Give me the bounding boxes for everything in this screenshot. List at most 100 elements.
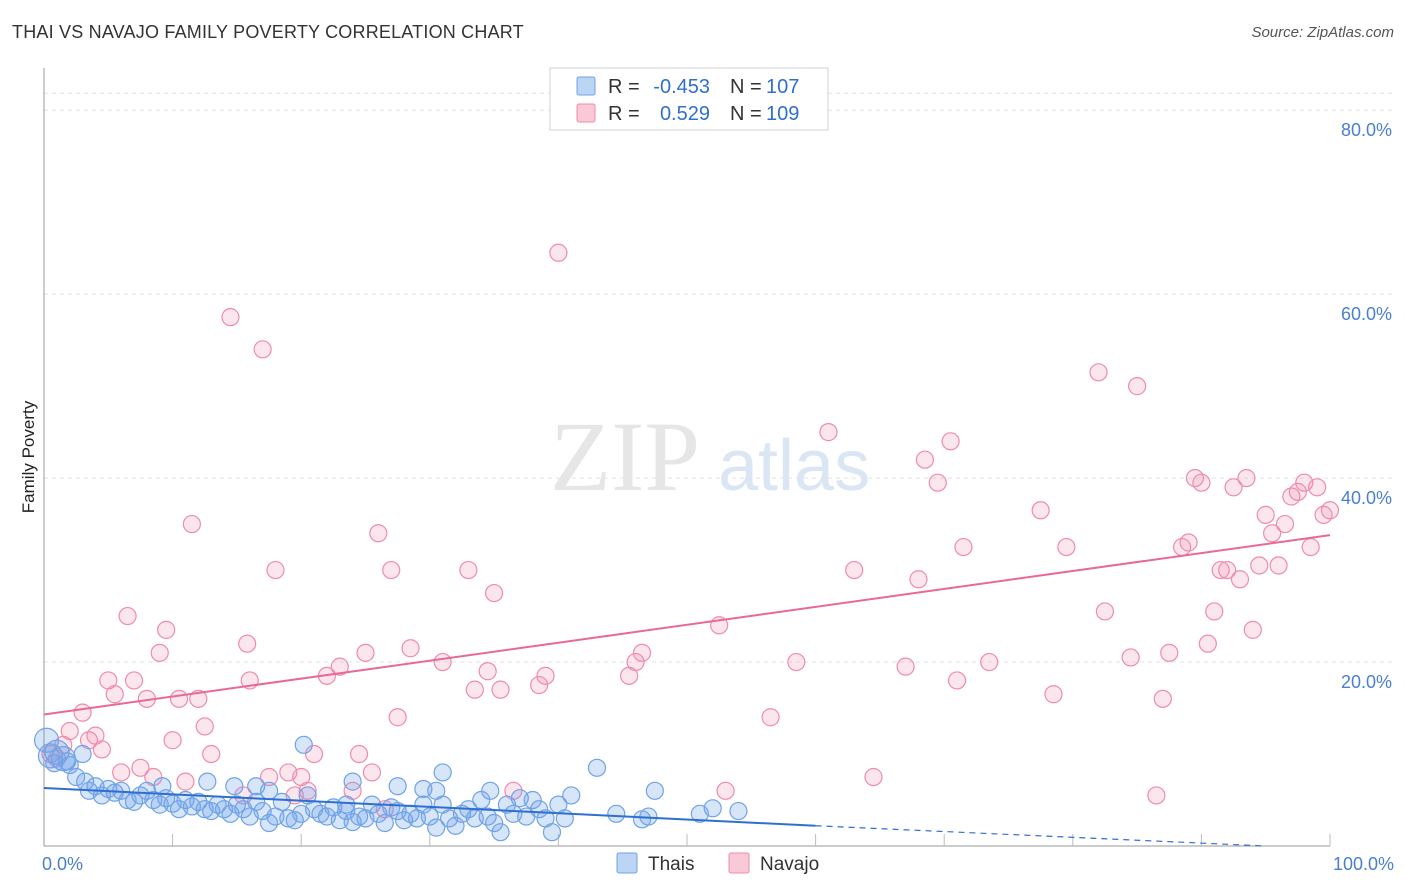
navajo-point bbox=[1237, 468, 1256, 488]
thais-point bbox=[523, 790, 542, 810]
thais-point bbox=[45, 754, 64, 773]
bottom-legend-label-navajo: Navajo bbox=[760, 854, 819, 875]
navajo-point bbox=[896, 657, 915, 676]
navajo-point bbox=[131, 758, 150, 777]
navajo-point bbox=[112, 763, 131, 782]
thais-point bbox=[542, 823, 562, 842]
navajo-point bbox=[433, 652, 452, 672]
navajo-point bbox=[716, 781, 735, 800]
navajo-point bbox=[864, 767, 883, 787]
navajo-point bbox=[105, 685, 124, 704]
thais-points bbox=[33, 727, 748, 842]
navajo-point bbox=[941, 432, 960, 451]
chart-title: THAI VS NAVAJO FAMILY POVERTY CORRELATIO… bbox=[12, 22, 524, 42]
thais-point bbox=[225, 777, 244, 796]
navajo-point bbox=[549, 243, 568, 262]
navajo-point bbox=[330, 657, 349, 676]
navajo-point bbox=[189, 689, 208, 708]
navajo-point bbox=[60, 721, 79, 741]
navajo-point bbox=[1044, 685, 1063, 704]
navajo-point bbox=[1147, 786, 1166, 805]
legend-n-value-navajo: 109 bbox=[766, 103, 799, 125]
navajo-point bbox=[1121, 648, 1140, 667]
thais-point bbox=[343, 772, 362, 791]
navajo-point bbox=[202, 744, 221, 764]
thais-point bbox=[427, 818, 446, 837]
navajo-point bbox=[1160, 643, 1179, 662]
navajo-point bbox=[1089, 363, 1108, 382]
navajo-point bbox=[1282, 487, 1301, 506]
navajo-point bbox=[176, 772, 195, 791]
navajo-point bbox=[1269, 556, 1288, 575]
navajo-point bbox=[536, 666, 555, 685]
navajo-point bbox=[1308, 478, 1327, 497]
navajo-point bbox=[362, 763, 382, 782]
navajo-point bbox=[356, 643, 375, 662]
navajo-point bbox=[195, 717, 214, 736]
legend-n-label-thais: N = bbox=[730, 76, 762, 98]
navajo-point bbox=[92, 740, 111, 759]
navajo-point bbox=[150, 643, 169, 662]
y-axis-label: Family Poverty bbox=[19, 400, 38, 513]
correlation-legend: R = -0.453 N = 107 R = 0.529 N = 109 bbox=[549, 67, 829, 131]
legend-swatch-navajo bbox=[576, 103, 596, 123]
watermark-zip: ZIP bbox=[550, 401, 700, 512]
legend-r-label-navajo: R = bbox=[608, 103, 640, 125]
thais-trend-line bbox=[43, 787, 816, 827]
y-tick-label: 80.0% bbox=[1341, 120, 1392, 140]
legend-r-value-thais: -0.453 bbox=[653, 76, 710, 98]
thais-point bbox=[729, 801, 748, 821]
thais-point bbox=[485, 813, 504, 833]
thais-point bbox=[562, 786, 581, 805]
thais-point bbox=[337, 795, 356, 814]
navajo-point bbox=[819, 423, 838, 442]
watermark-atlas: atlas bbox=[718, 426, 870, 506]
navajo-point bbox=[298, 781, 317, 800]
thais-point bbox=[703, 799, 722, 818]
thais-point bbox=[388, 777, 407, 796]
navajo-point bbox=[349, 744, 369, 764]
thais-point bbox=[420, 807, 439, 826]
bottom-legend-label-thais: Thais bbox=[648, 854, 694, 875]
navajo-point bbox=[915, 450, 935, 469]
thais-point bbox=[73, 744, 92, 764]
navajo-point bbox=[1256, 505, 1275, 524]
navajo-point bbox=[182, 514, 201, 534]
navajo-point bbox=[459, 560, 478, 580]
navajo-point bbox=[1211, 560, 1230, 580]
navajo-point bbox=[1230, 570, 1250, 589]
thais-point bbox=[414, 779, 433, 799]
navajo-point bbox=[1320, 501, 1340, 520]
navajo-point bbox=[1288, 482, 1307, 501]
navajo-point bbox=[1263, 524, 1282, 543]
navajo-point bbox=[1250, 556, 1269, 575]
y-tick-labels: 20.0% 40.0% 60.0% 80.0% bbox=[1341, 120, 1392, 692]
navajo-point bbox=[369, 524, 388, 543]
legend-r-label-thais: R = bbox=[608, 76, 640, 98]
navajo-point bbox=[304, 744, 324, 764]
y-tick-label: 20.0% bbox=[1341, 672, 1392, 692]
thais-point bbox=[645, 781, 664, 800]
navajo-point bbox=[253, 340, 272, 359]
navajo-point bbox=[124, 671, 144, 690]
navajo-point bbox=[169, 689, 189, 708]
x-tick-label-min: 0.0% bbox=[42, 854, 83, 874]
thais-point bbox=[349, 807, 369, 826]
trend-lines bbox=[43, 534, 1331, 847]
navajo-point bbox=[787, 652, 806, 672]
thais-point bbox=[198, 772, 217, 791]
navajo-point bbox=[1179, 533, 1198, 552]
bottom-legend-swatch-navajo bbox=[728, 852, 750, 874]
navajo-point bbox=[1095, 602, 1115, 621]
thais-point bbox=[587, 758, 607, 777]
navajo-point bbox=[1224, 478, 1243, 497]
navajo-point bbox=[478, 662, 497, 681]
thais-point bbox=[189, 792, 208, 811]
navajo-point bbox=[928, 473, 947, 492]
navajo-point bbox=[1205, 602, 1224, 621]
navajo-point bbox=[632, 643, 652, 662]
navajo-point bbox=[909, 570, 928, 589]
navajo-point bbox=[118, 606, 137, 626]
navajo-point bbox=[761, 708, 780, 727]
navajo-point bbox=[1218, 560, 1237, 580]
